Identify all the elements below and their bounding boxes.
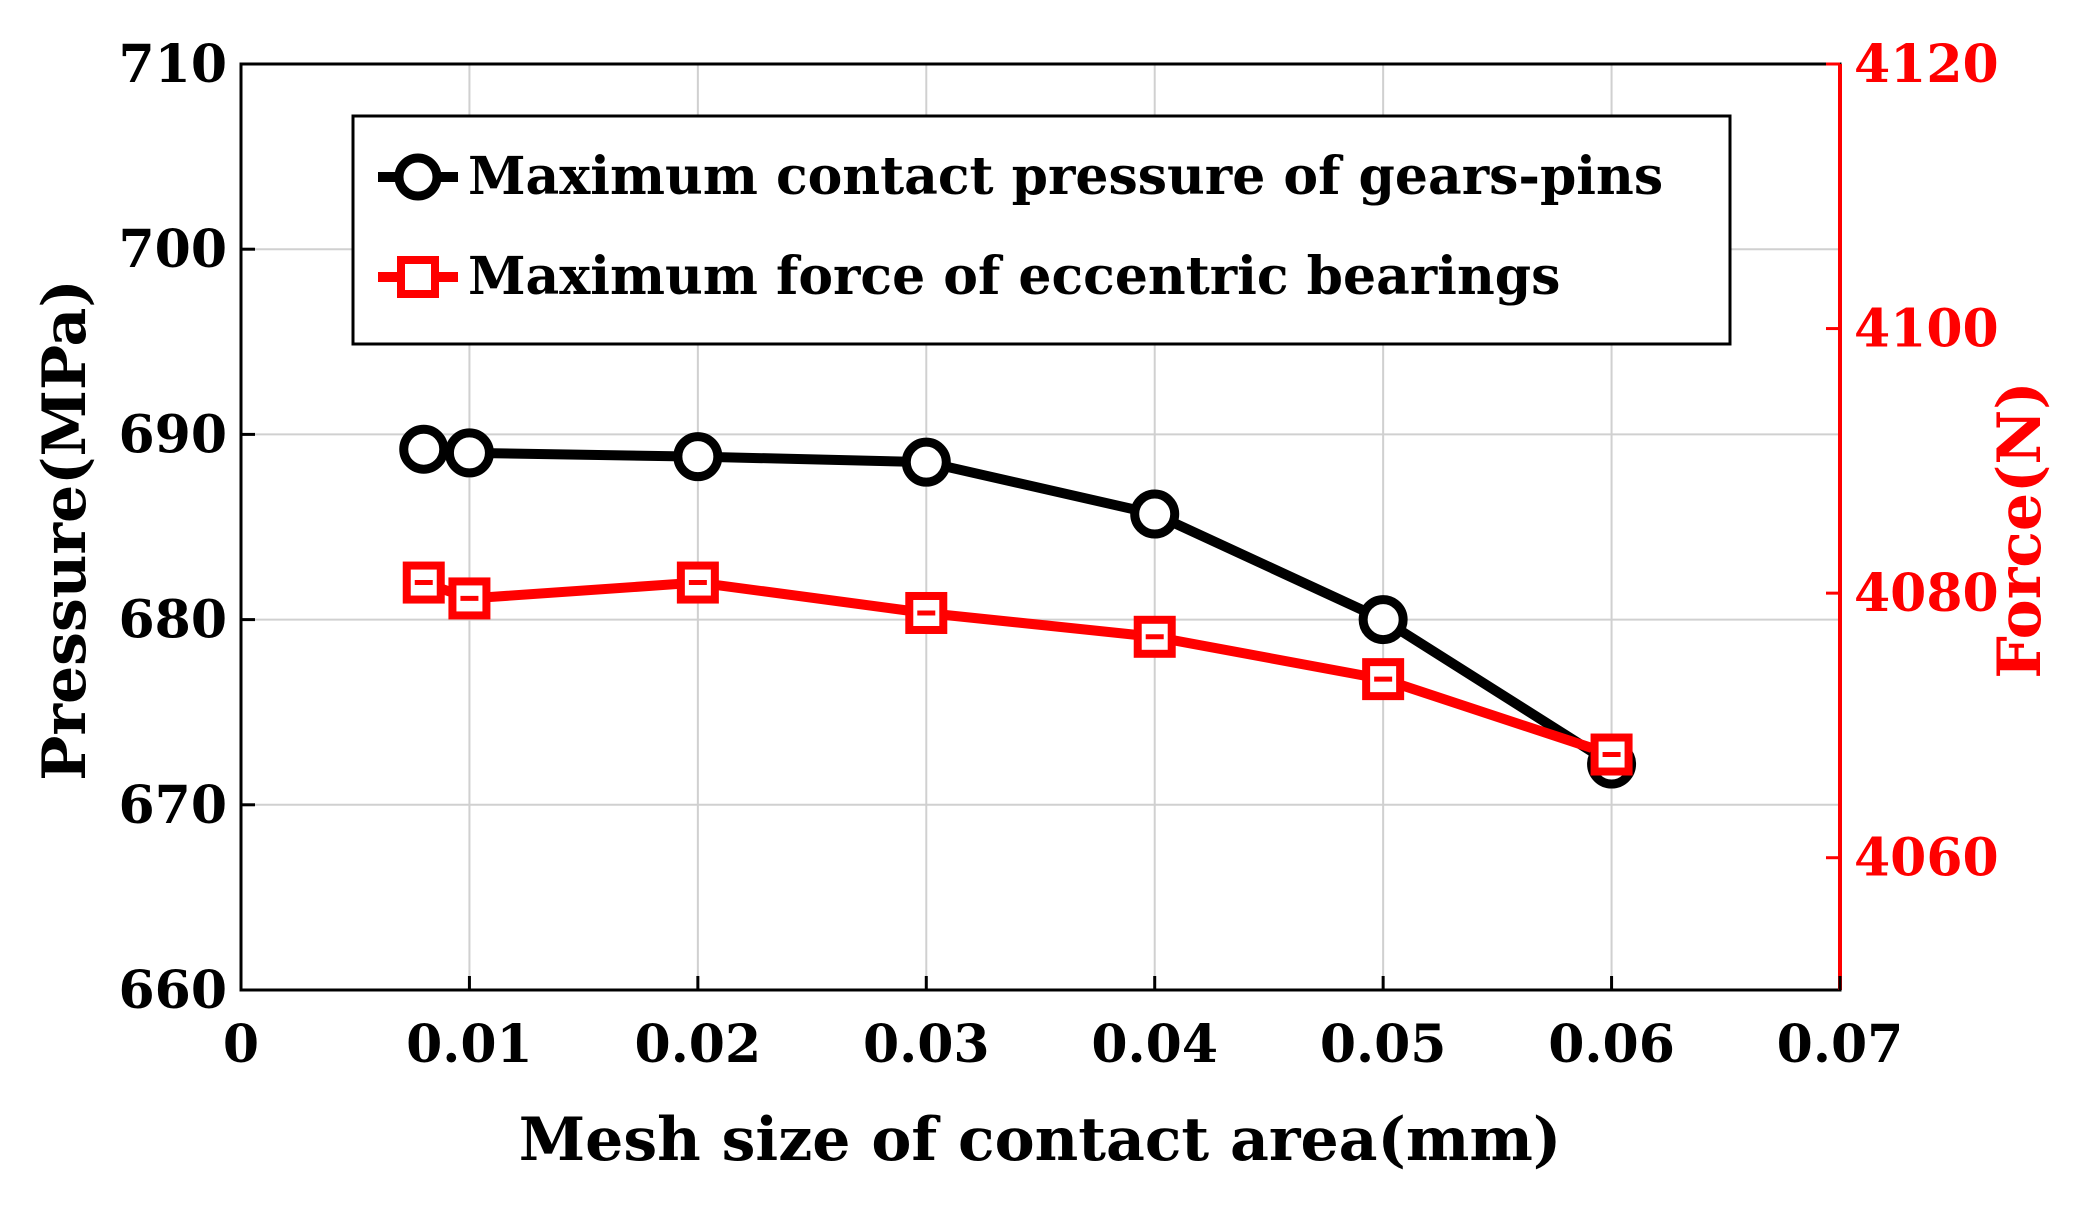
y-right-tick-label: 4120 [1854, 34, 1999, 95]
series-line-force [422, 577, 1614, 760]
pressure-point [673, 432, 723, 482]
y-left-tick-label: 680 [118, 590, 227, 651]
x-tick-label: 0 [223, 1014, 259, 1075]
pressure-point [1358, 595, 1408, 645]
legend-force-label: Maximum force of eccentric bearings [468, 246, 1560, 307]
tick-labels: 0 0.01 0.02 0.03 0.04 0.05 0.06 0.07 660 670 680 69… [118, 34, 1998, 1075]
y-left-tick-label: 690 [118, 404, 227, 465]
x-tick-label: 0.05 [1320, 1014, 1447, 1075]
pressure-point [901, 437, 951, 487]
legend-pressure-label: Maximum contact pressure of gears-pins [468, 146, 1663, 207]
x-tick-label: 0.03 [863, 1014, 990, 1075]
force-point [1133, 615, 1176, 658]
ticks [239, 62, 1842, 992]
pressure-point [399, 424, 449, 474]
pressure-point [1130, 489, 1180, 539]
y-axis-title-right: Force(N) [1985, 381, 2055, 678]
x-tick-label: 0.04 [1091, 1014, 1218, 1075]
legend-box [351, 114, 1732, 346]
y-left-tick-label: 670 [118, 775, 227, 836]
x-tick-label: 0.01 [406, 1014, 533, 1075]
y-left-tick-label: 660 [118, 960, 227, 1021]
x-tick-label: 0.02 [635, 1014, 762, 1075]
y-left-tick-label: 700 [118, 219, 227, 280]
x-axis-title: Mesh size of contact area(mm) [519, 1105, 1562, 1175]
chart-marks [399, 424, 1637, 789]
x-tick-label: 0.06 [1548, 1014, 1675, 1075]
x-tick-label: 0.07 [1777, 1014, 1904, 1075]
y-axis-title-left: Pressure(MPa) [30, 279, 100, 780]
y-right-tick-label: 4100 [1854, 299, 1999, 360]
legend-force-marker [397, 256, 439, 298]
y-right-tick-label: 4060 [1854, 828, 1999, 889]
legend-pressure-marker [394, 153, 442, 201]
legend: Maximum contact pressure of gears-pins M… [351, 114, 1732, 346]
pressure-point [444, 428, 494, 478]
y-right-tick-label: 4080 [1854, 563, 1999, 624]
y-left-tick-label: 710 [118, 34, 227, 95]
series-line-pressure [423, 444, 1615, 769]
